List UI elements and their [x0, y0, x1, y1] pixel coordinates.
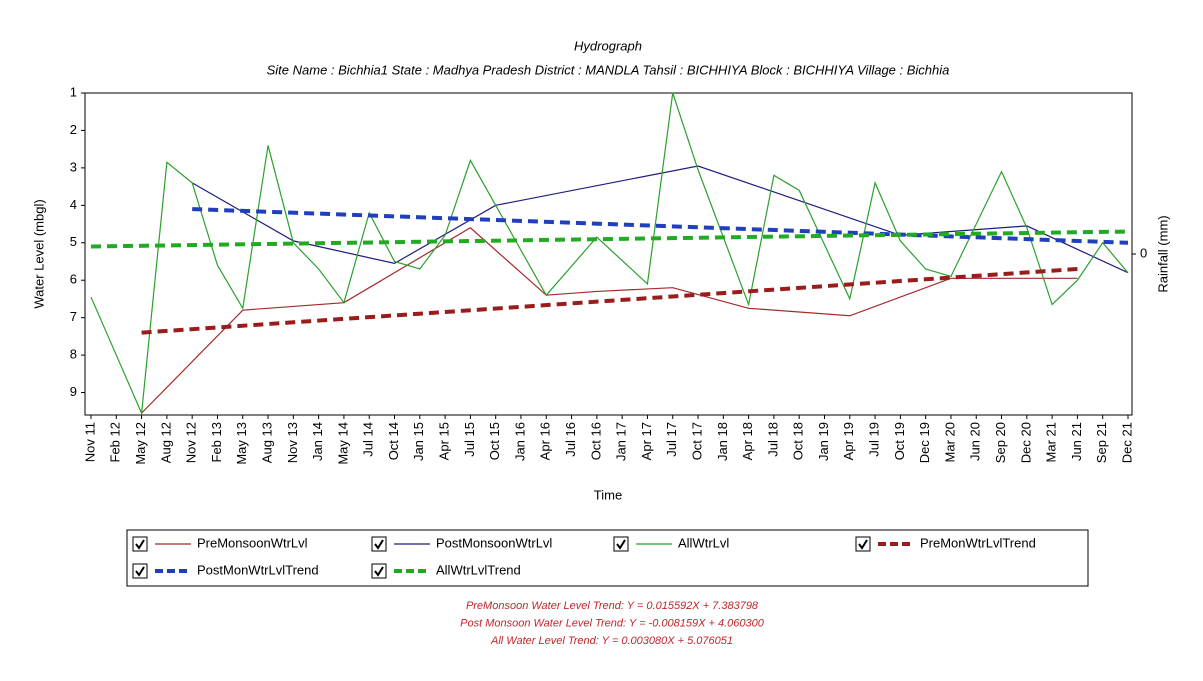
x-tick-label: Apr 16	[538, 422, 553, 460]
legend-checkbox[interactable]	[371, 563, 387, 579]
x-tick-label: Jan 19	[816, 422, 831, 461]
x-tick-label: Oct 14	[386, 422, 401, 460]
x-tick-label: Dec 19	[917, 422, 932, 463]
x-tick-label: Jan 14	[310, 422, 325, 461]
x-tick-label: Aug 12	[158, 422, 173, 463]
x-tick-label: Dec 21	[1119, 422, 1134, 463]
series-line	[141, 227, 1078, 414]
x-tick-label: Mar 21	[1044, 422, 1059, 462]
y-tick-label: 7	[70, 309, 77, 324]
x-tick-label: Apr 17	[639, 422, 654, 460]
series-line	[90, 92, 1129, 416]
x-tick-label: Jun 21	[1069, 422, 1084, 461]
x-tick-label: Apr 18	[740, 422, 755, 460]
x-tick-label: May 14	[335, 422, 350, 465]
x-tick-label: Jan 18	[715, 422, 730, 461]
legend-label: PostMonsoonWtrLvl	[436, 535, 552, 550]
y-tick-label: 3	[70, 159, 77, 174]
trend-line	[90, 229, 1129, 249]
legend-label: AllWtrLvlTrend	[436, 562, 521, 577]
chart-subtitle: Site Name : Bichhia1 State : Madhya Prad…	[267, 62, 950, 77]
x-tick-label: Jan 15	[411, 422, 426, 461]
legend-check	[374, 566, 384, 577]
x-tick-label: Oct 19	[892, 422, 907, 460]
trend-equation: Post Monsoon Water Level Trend: Y = -0.0…	[460, 617, 765, 629]
legend-check	[135, 566, 145, 577]
y2-axis-label: Rainfall (mm)	[1155, 215, 1170, 292]
x-tick-label: Nov 11	[82, 422, 97, 462]
legend-checkbox[interactable]	[132, 563, 148, 579]
chart-title: Hydrograph	[574, 38, 642, 53]
y-tick-label: 5	[70, 234, 77, 249]
x-tick-label: Oct 18	[791, 422, 806, 460]
x-tick-label: Jan 17	[614, 422, 629, 461]
x-tick-label: Mar 20	[942, 422, 957, 462]
x-tick-label: Sep 21	[1094, 422, 1109, 463]
y-tick-label: 6	[70, 272, 77, 287]
y-tick-label: 8	[70, 347, 77, 362]
x-tick-label: Apr 15	[437, 422, 452, 460]
x-tick-label: Jul 18	[765, 422, 780, 457]
x-tick-label: Jul 16	[563, 422, 578, 457]
y-tick-label: 1	[70, 84, 77, 99]
legend-checkbox[interactable]	[613, 536, 629, 552]
x-tick-label: Jul 14	[361, 422, 376, 457]
legend-checkbox[interactable]	[371, 536, 387, 552]
x-tick-label: Nov 12	[184, 422, 199, 463]
x-tick-label: Dec 20	[1018, 422, 1033, 463]
legend-label: AllWtrLvl	[678, 535, 729, 550]
legend-checkbox[interactable]	[132, 536, 148, 552]
x-tick-label: Oct 15	[487, 422, 502, 460]
x-tick-label: Jan 16	[512, 422, 527, 461]
x-tick-label: May 13	[234, 422, 249, 465]
trend-line	[192, 207, 1129, 245]
legend-label: PostMonWtrLvlTrend	[197, 562, 319, 577]
legend-check	[616, 539, 626, 550]
y-tick-label: 9	[70, 384, 77, 399]
plot-frame	[84, 92, 1133, 416]
legend-checkbox[interactable]	[855, 536, 871, 552]
y2-tick-label: 0	[1140, 245, 1147, 260]
legend-label: PreMonWtrLvlTrend	[920, 535, 1036, 550]
legend-check	[135, 539, 145, 550]
trend-equation: All Water Level Trend: Y = 0.003080X + 5…	[490, 635, 733, 647]
y-axis-label: Water Level (mbgl)	[31, 199, 46, 308]
x-tick-label: May 12	[133, 422, 148, 465]
x-tick-label: Jul 19	[867, 422, 882, 457]
x-tick-label: Feb 12	[108, 422, 123, 462]
trend-equation: PreMonsoon Water Level Trend: Y = 0.0155…	[466, 600, 759, 612]
legend-label: PreMonsoonWtrLvl	[197, 535, 308, 550]
x-tick-label: Sep 20	[993, 422, 1008, 463]
x-tick-label: Feb 13	[209, 422, 224, 462]
y-tick-label: 4	[70, 197, 77, 212]
trend-line	[141, 266, 1078, 335]
y-tick-label: 2	[70, 122, 77, 137]
legend-check	[858, 539, 868, 550]
x-tick-label: Jun 20	[968, 422, 983, 461]
x-tick-label: Oct 17	[689, 422, 704, 460]
x-tick-label: Oct 16	[588, 422, 603, 460]
series-line	[191, 165, 1129, 274]
legend-box	[126, 529, 1089, 587]
x-axis-label: Time	[594, 487, 622, 502]
x-tick-label: Apr 19	[841, 422, 856, 460]
x-tick-label: Aug 13	[259, 422, 274, 463]
x-tick-label: Jul 15	[462, 422, 477, 457]
x-tick-label: Nov 13	[285, 422, 300, 463]
x-tick-label: Jul 17	[664, 422, 679, 457]
legend-check	[374, 539, 384, 550]
